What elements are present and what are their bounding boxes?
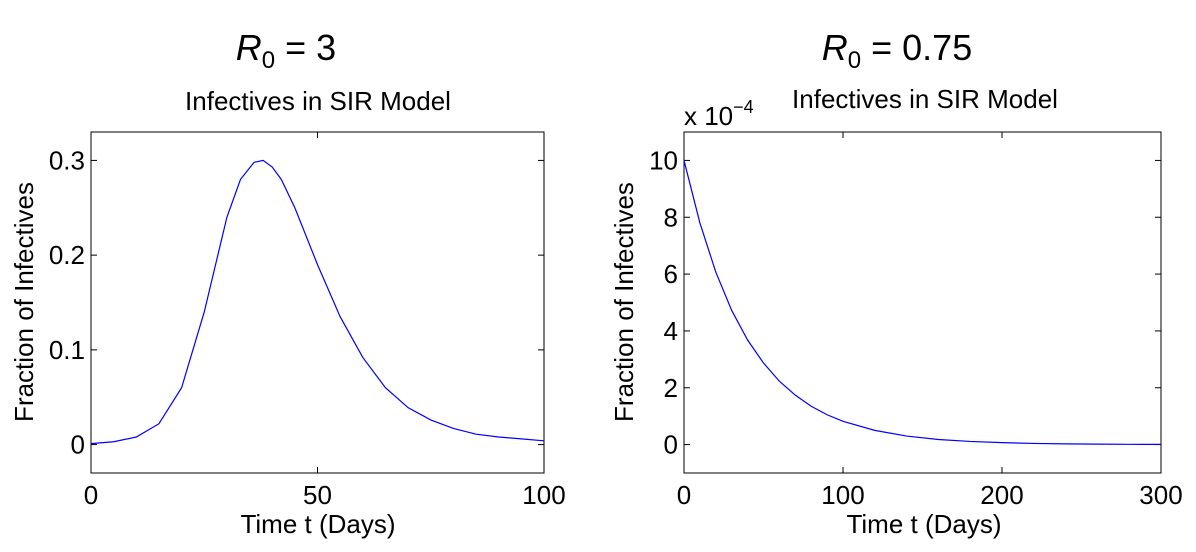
suptitle-right-subscript: 0 [848, 47, 861, 74]
suptitle-right-variable: R [822, 27, 848, 68]
xtick-label-right-0: 0 [677, 480, 691, 510]
series-line-right [683, 160, 1162, 446]
ytick-label-left-2: 0.2 [49, 240, 85, 270]
ticks-left: 0 50 100 0 0.1 0.2 0.3 [49, 132, 566, 510]
panel-right: R0 = 0.75 Infectives in SIR Model x 10−4… [609, 27, 1183, 539]
xtick-label-left-1: 50 [303, 480, 332, 510]
series-line-left [90, 159, 545, 445]
xtick-label-right-2: 200 [980, 480, 1023, 510]
suptitle-left-variable: R [236, 27, 262, 68]
ylabel-left: Fraction of Infectives [9, 182, 39, 422]
ytick-label-right-3: 6 [664, 259, 678, 289]
ytick-label-right-0: 0 [664, 430, 678, 460]
ytick-label-right-2: 4 [664, 316, 678, 346]
ytick-label-right-1: 2 [664, 373, 678, 403]
ytick-label-right-5: 10 [649, 145, 678, 175]
xtick-label-left-2: 100 [522, 480, 565, 510]
ticks-right: 0 100 200 300 0 2 4 6 8 10 [649, 132, 1183, 510]
xtick-label-right-3: 300 [1139, 480, 1182, 510]
exponent-label-right: x 10−4 [684, 97, 754, 131]
xlabel-left: Time t (Days) [240, 509, 395, 539]
title-left: Infectives in SIR Model [185, 86, 451, 116]
xtick-label-right-1: 100 [821, 480, 864, 510]
title-right: Infectives in SIR Model [792, 84, 1058, 114]
suptitle-right: R0 = 0.75 [822, 27, 972, 74]
plot-area-left [90, 131, 545, 474]
ytick-label-left-3: 0.3 [49, 145, 85, 175]
suptitle-left-subscript: 0 [262, 47, 275, 74]
exponent-right-power: −4 [733, 97, 754, 117]
panel-left: R0 = 3 Infectives in SIR Model 0 50 10000.… [9, 27, 566, 539]
ytick-label-right-4: 8 [664, 202, 678, 232]
suptitle-right-relation: = 0.75 [861, 27, 972, 68]
plot-area-right [683, 131, 1162, 474]
xtick-label-left-0: 0 [84, 480, 98, 510]
ylabel-right: Fraction of Infectives [609, 182, 639, 422]
xlabel-right: Time t (Days) [846, 509, 1001, 539]
ytick-label-left-0: 0 [71, 430, 85, 460]
ytick-label-left-1: 0.1 [49, 335, 85, 365]
suptitle-left-relation: = 3 [275, 27, 336, 68]
suptitle-left: R0 = 3 [236, 27, 336, 74]
exponent-right-base: x 10 [684, 101, 733, 131]
